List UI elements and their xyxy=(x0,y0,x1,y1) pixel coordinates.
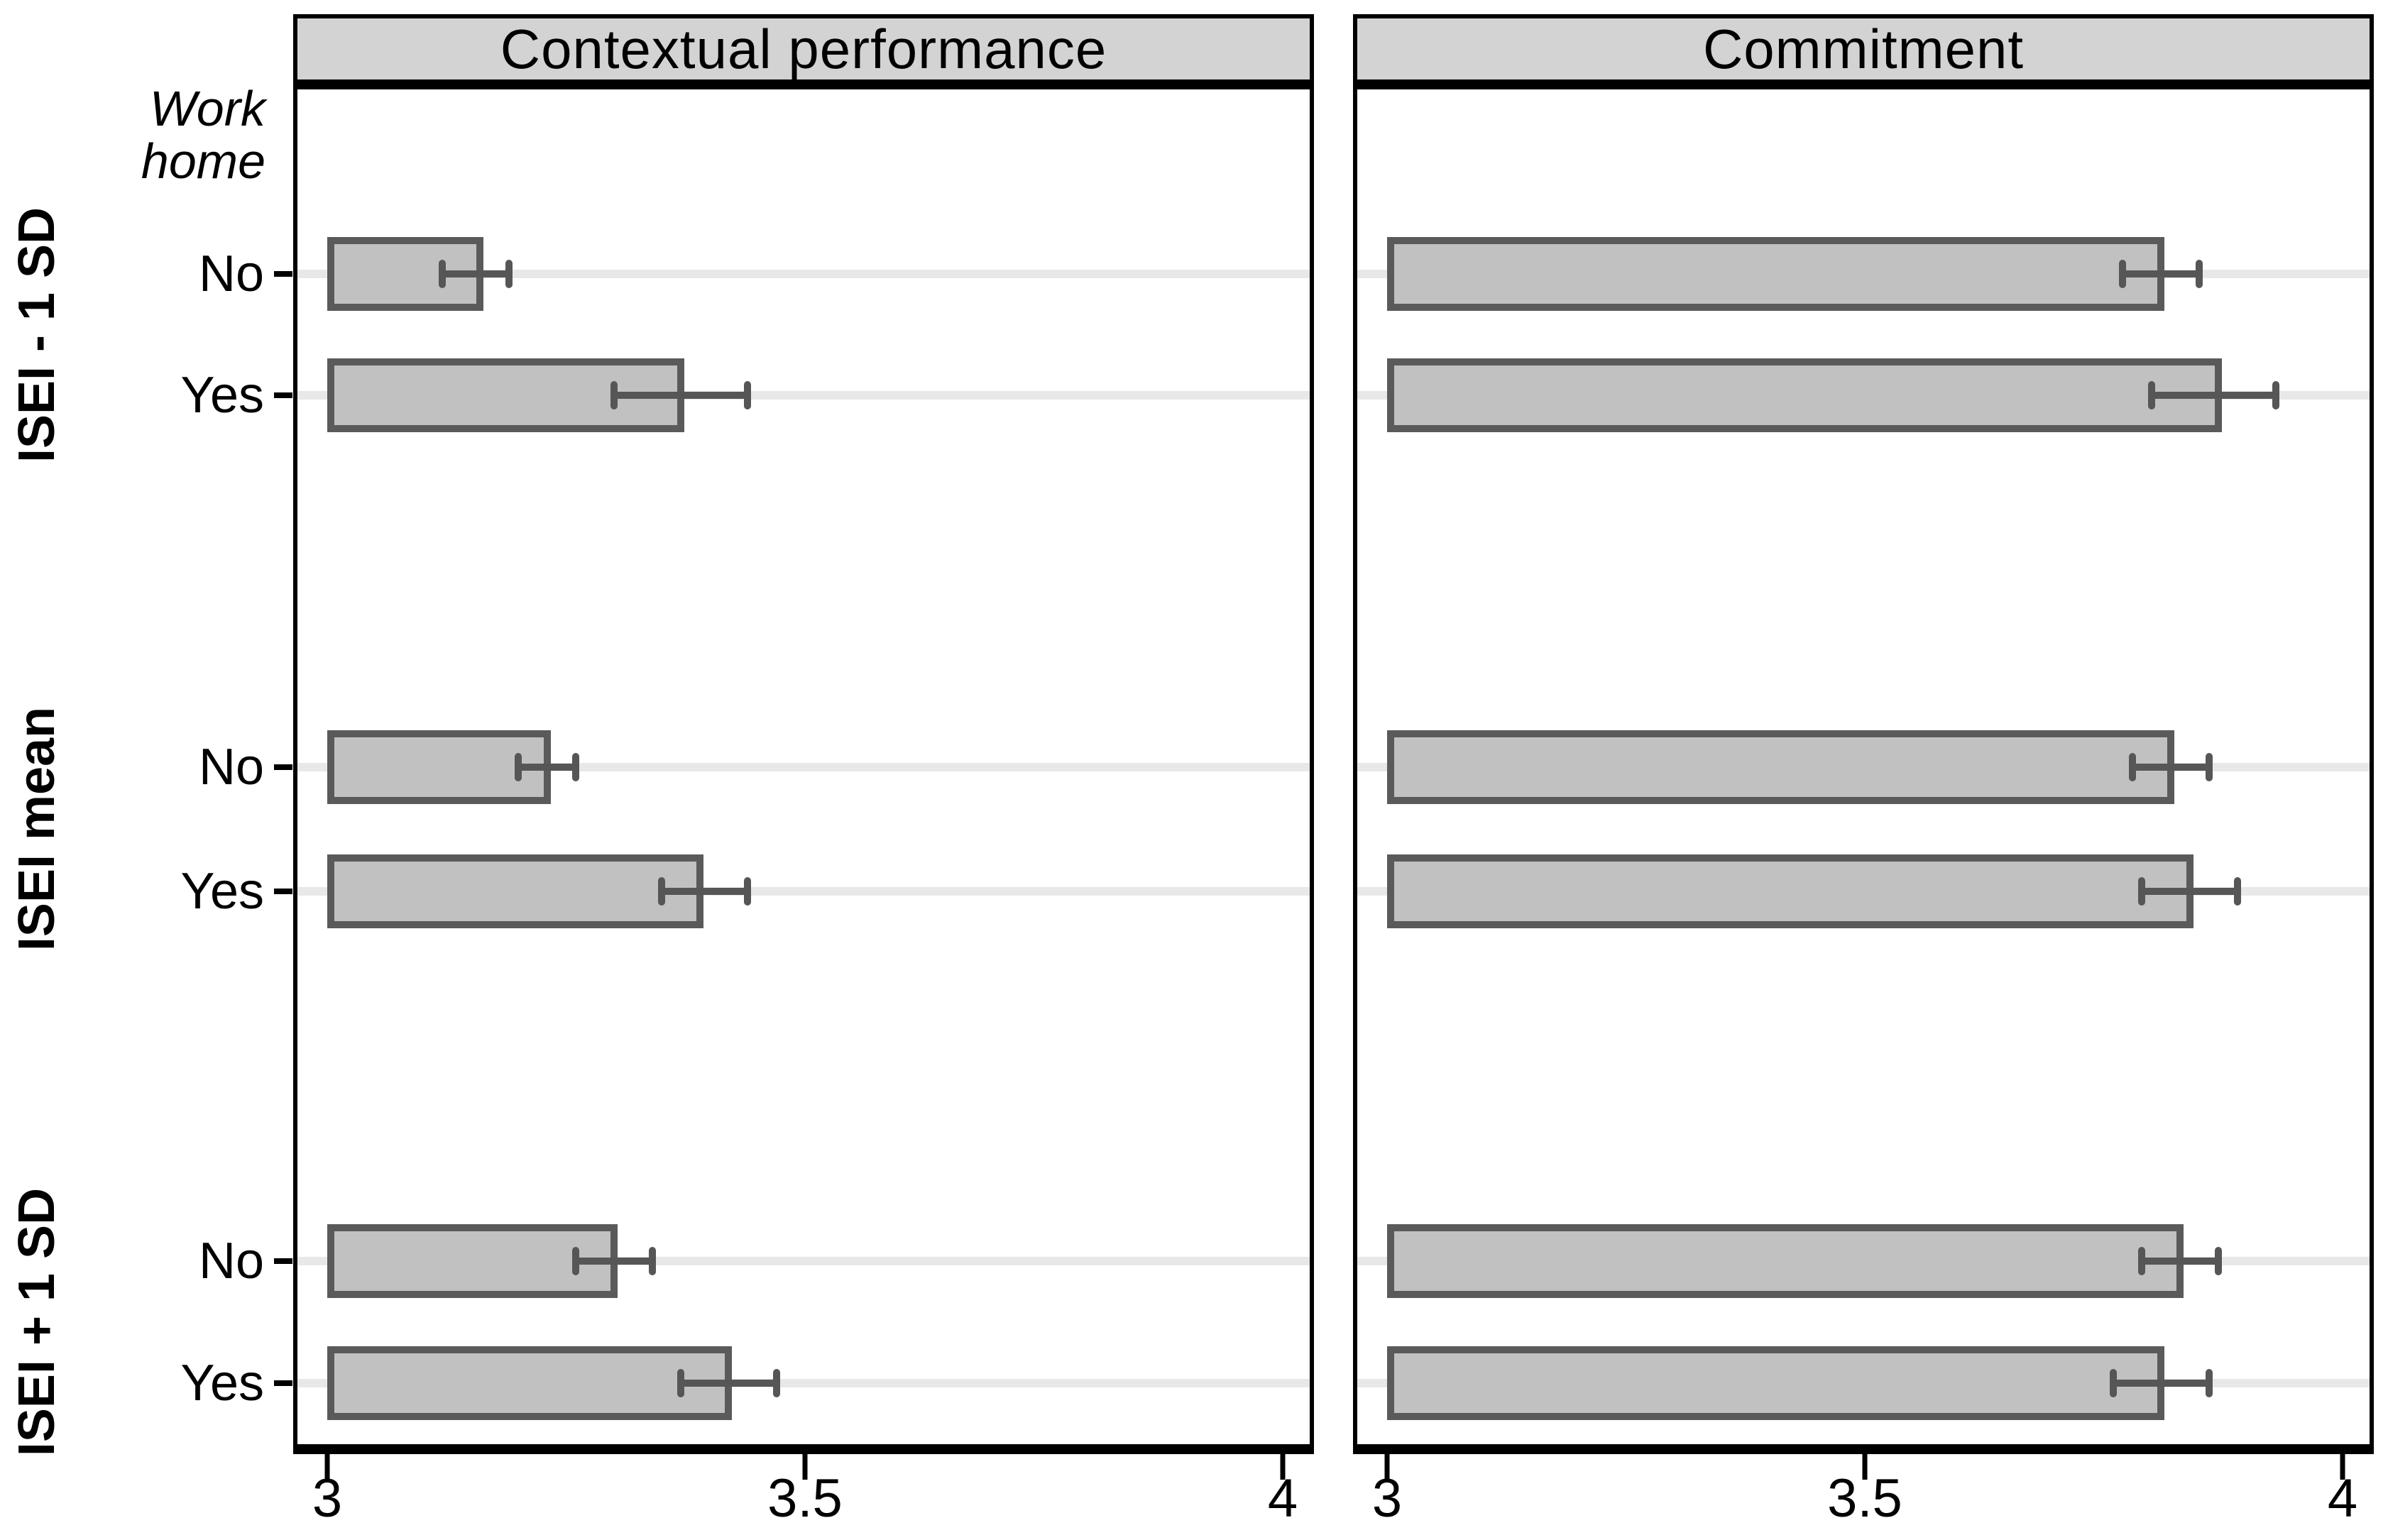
error-cap-low xyxy=(677,1369,685,1397)
error-bar xyxy=(442,270,509,277)
bar-yes xyxy=(1387,1346,2165,1420)
y-axis-header-line1: Work xyxy=(149,81,265,136)
panel-title: Contextual performance xyxy=(297,18,1310,89)
error-cap-low xyxy=(2138,1247,2146,1275)
error-cap-high xyxy=(2205,1369,2213,1397)
group-label: ISEI + 1 SD xyxy=(9,1187,65,1457)
error-bar xyxy=(681,1380,777,1387)
x-tick-label: 4 xyxy=(1267,1468,1298,1529)
error-bar xyxy=(613,392,748,399)
error-bar xyxy=(2151,392,2276,399)
panel-commitment: Commitment xyxy=(1353,14,2374,1454)
y-tick xyxy=(274,1258,292,1264)
panel-title: Commitment xyxy=(1357,18,2370,89)
error-bar xyxy=(2132,764,2209,771)
row-label-yes: Yes xyxy=(180,1355,264,1412)
x-tick-label: 3.5 xyxy=(767,1468,843,1529)
bar-yes xyxy=(1387,358,2223,432)
error-cap-high xyxy=(571,753,579,781)
error-cap-low xyxy=(658,877,666,906)
bar-no xyxy=(1387,730,2174,804)
error-cap-low xyxy=(438,260,446,288)
error-bar xyxy=(2142,1258,2218,1265)
y-axis-header-line2: home xyxy=(141,133,265,189)
y-tick xyxy=(274,1380,292,1386)
panel-contextual-performance: Contextual performance xyxy=(293,14,1314,1454)
bar-yes xyxy=(327,1346,733,1420)
error-cap-high xyxy=(648,1247,656,1275)
error-cap-low xyxy=(2109,1369,2117,1397)
bar-no xyxy=(1387,237,2165,311)
group-label: ISEI - 1 SD xyxy=(9,207,65,463)
error-cap-high xyxy=(2272,381,2279,409)
x-tick-label: 4 xyxy=(2327,1468,2358,1529)
error-bar xyxy=(518,764,576,771)
error-bar xyxy=(575,1258,652,1265)
y-tick xyxy=(274,392,292,398)
group-label: ISEI mean xyxy=(9,706,65,952)
error-cap-high xyxy=(772,1369,780,1397)
error-cap-low xyxy=(571,1247,579,1275)
error-cap-low xyxy=(2119,260,2127,288)
bar-no xyxy=(1387,1224,2184,1298)
error-cap-high xyxy=(744,381,752,409)
row-label-no: No xyxy=(198,246,264,302)
error-bar xyxy=(662,888,748,895)
x-tick xyxy=(2340,1454,2345,1480)
error-cap-high xyxy=(2196,260,2203,288)
x-tick-label: 3 xyxy=(312,1468,343,1529)
plot-area xyxy=(297,89,1310,1450)
row-label-no: No xyxy=(198,739,264,796)
row-label-no: No xyxy=(198,1233,264,1289)
y-tick xyxy=(274,764,292,770)
error-cap-low xyxy=(610,381,618,409)
y-tick xyxy=(274,271,292,277)
x-tick xyxy=(324,1454,330,1480)
error-cap-high xyxy=(505,260,513,288)
error-cap-low xyxy=(2138,877,2146,906)
y-axis-header: Work home xyxy=(0,82,265,187)
error-cap-low xyxy=(515,753,522,781)
error-cap-high xyxy=(2215,1247,2223,1275)
error-cap-high xyxy=(2233,877,2241,906)
gridline xyxy=(297,270,1310,278)
error-cap-high xyxy=(744,877,752,906)
error-cap-low xyxy=(2128,753,2136,781)
error-cap-low xyxy=(2147,381,2155,409)
error-bar xyxy=(2142,888,2238,895)
bar-no xyxy=(327,730,551,804)
x-tick-label: 3 xyxy=(1371,1468,1403,1529)
bar-yes xyxy=(1387,854,2193,928)
x-tick xyxy=(1280,1454,1286,1480)
bar-yes xyxy=(327,854,703,928)
plot-area xyxy=(1357,89,2370,1450)
bar-no xyxy=(327,1224,618,1298)
row-label-yes: Yes xyxy=(180,863,264,920)
x-tick xyxy=(1862,1454,1868,1480)
y-tick xyxy=(274,889,292,894)
error-cap-high xyxy=(2205,753,2213,781)
x-tick xyxy=(1384,1454,1390,1480)
x-tick-label: 3.5 xyxy=(1827,1468,1902,1529)
row-label-yes: Yes xyxy=(180,367,264,424)
error-bar xyxy=(2123,270,2200,277)
error-bar xyxy=(2113,1380,2209,1387)
x-tick xyxy=(802,1454,808,1480)
